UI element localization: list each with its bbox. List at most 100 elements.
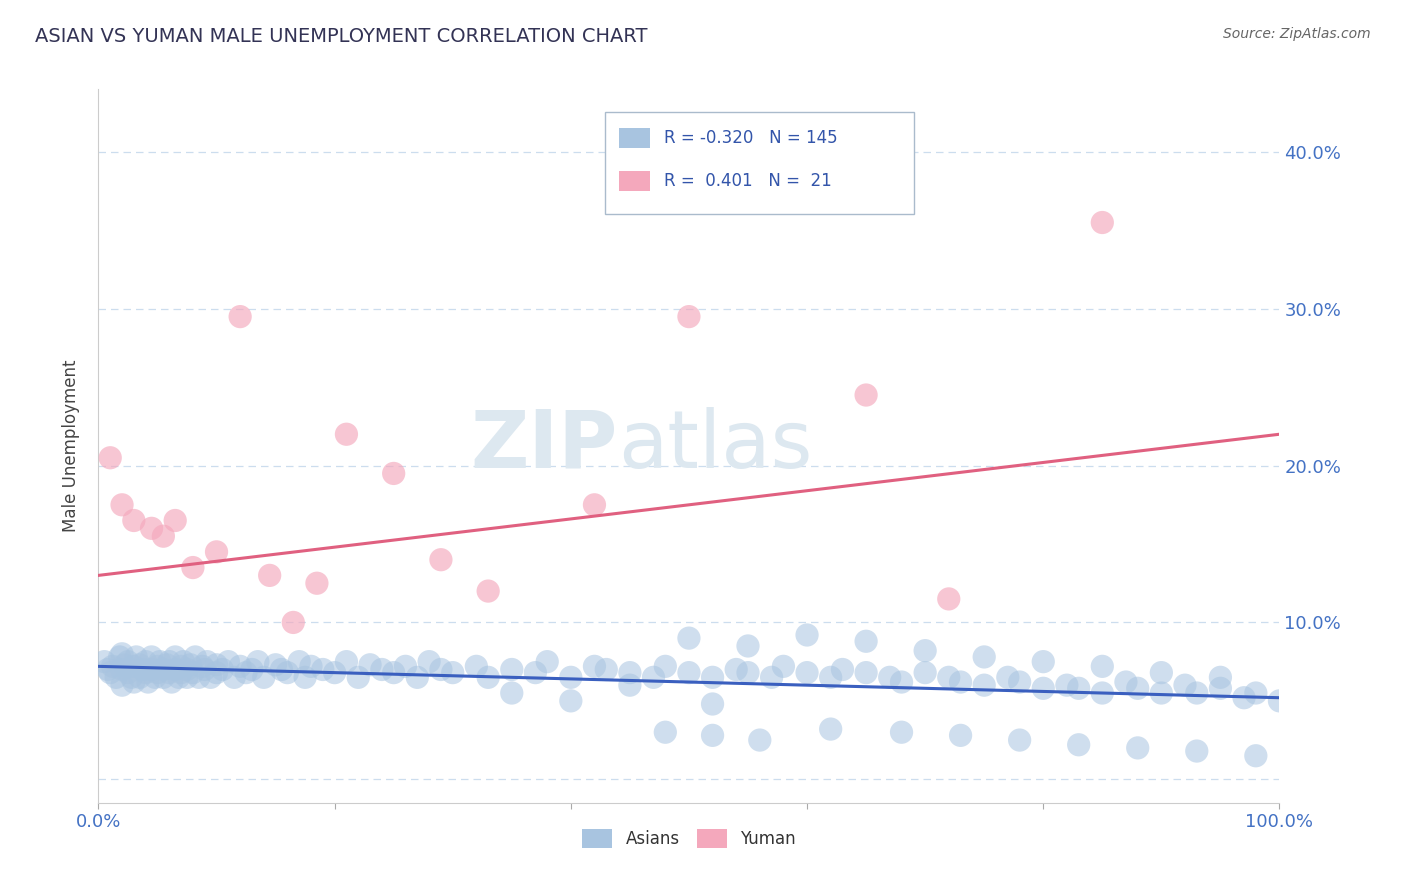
Text: atlas: atlas [619,407,813,485]
Point [98,450,121,465]
Point [122,675,145,690]
Point [276,665,298,680]
Point [108,649,131,664]
Point [879,670,901,684]
Point [299,659,322,673]
Point [205,657,228,672]
Point [477,670,499,684]
Text: ASIAN VS YUMAN MALE UNEMPLOYMENT CORRELATION CHART: ASIAN VS YUMAN MALE UNEMPLOYMENT CORRELA… [35,27,648,45]
Point [184,649,207,664]
Point [323,665,346,680]
Point [477,584,499,599]
Point [643,670,665,684]
Point [347,670,370,684]
Point [211,663,233,677]
Point [111,663,134,677]
Point [132,663,155,677]
Point [1174,678,1197,692]
Point [418,655,440,669]
Point [105,670,128,684]
Point [820,670,842,684]
Point [890,675,912,690]
Point [194,663,217,677]
Point [305,576,328,591]
Point [1150,686,1173,700]
Point [128,670,150,684]
Point [181,560,204,574]
Point [167,670,190,684]
Point [583,498,606,512]
Point [152,663,174,677]
Point [160,675,183,690]
Point [283,615,305,630]
Point [101,659,124,673]
Point [855,388,877,402]
Point [111,498,134,512]
Point [654,659,676,673]
Point [1209,670,1232,684]
Point [1233,690,1256,705]
Point [1126,681,1149,696]
Point [335,427,357,442]
Point [949,675,972,690]
Point [1032,681,1054,696]
Text: ZIP: ZIP [471,407,619,485]
Point [288,655,311,669]
Point [187,670,209,684]
Text: Source: ZipAtlas.com: Source: ZipAtlas.com [1223,27,1371,41]
Point [128,657,150,672]
Point [441,665,464,680]
Point [430,552,453,566]
Point [595,663,617,677]
Point [200,670,222,684]
Point [465,659,488,673]
Point [737,665,759,680]
Point [97,663,120,677]
Point [122,659,145,673]
Point [796,628,818,642]
Point [176,670,198,684]
Point [1091,659,1114,673]
Point [914,643,936,657]
Point [229,310,252,324]
Point [1115,675,1137,690]
Point [359,657,381,672]
Point [725,663,748,677]
Point [143,670,166,684]
Point [125,649,148,664]
Point [264,657,287,672]
Point [1268,694,1291,708]
Point [949,728,972,742]
Point [165,649,187,664]
Point [253,670,276,684]
Point [382,665,405,680]
Point [135,665,157,680]
Point [501,663,523,677]
Legend: Asians, Yuman: Asians, Yuman [575,822,803,855]
Point [678,631,700,645]
Point [152,670,174,684]
Point [157,655,180,669]
Text: R =  0.401   N =  21: R = 0.401 N = 21 [664,172,831,190]
Point [93,655,115,669]
Point [371,663,394,677]
Point [1091,215,1114,229]
Point [176,663,198,677]
Y-axis label: Male Unemployment: Male Unemployment [62,359,80,533]
Point [501,686,523,700]
Point [772,659,794,673]
Point [180,657,202,672]
Point [938,591,960,606]
Point [820,722,842,736]
Point [1056,678,1078,692]
Point [1185,686,1208,700]
Point [702,670,724,684]
Point [761,670,783,684]
Point [831,663,853,677]
Point [294,670,316,684]
Point [205,665,228,680]
Point [235,665,257,680]
Point [141,663,163,677]
Point [1091,686,1114,700]
Point [141,649,163,664]
